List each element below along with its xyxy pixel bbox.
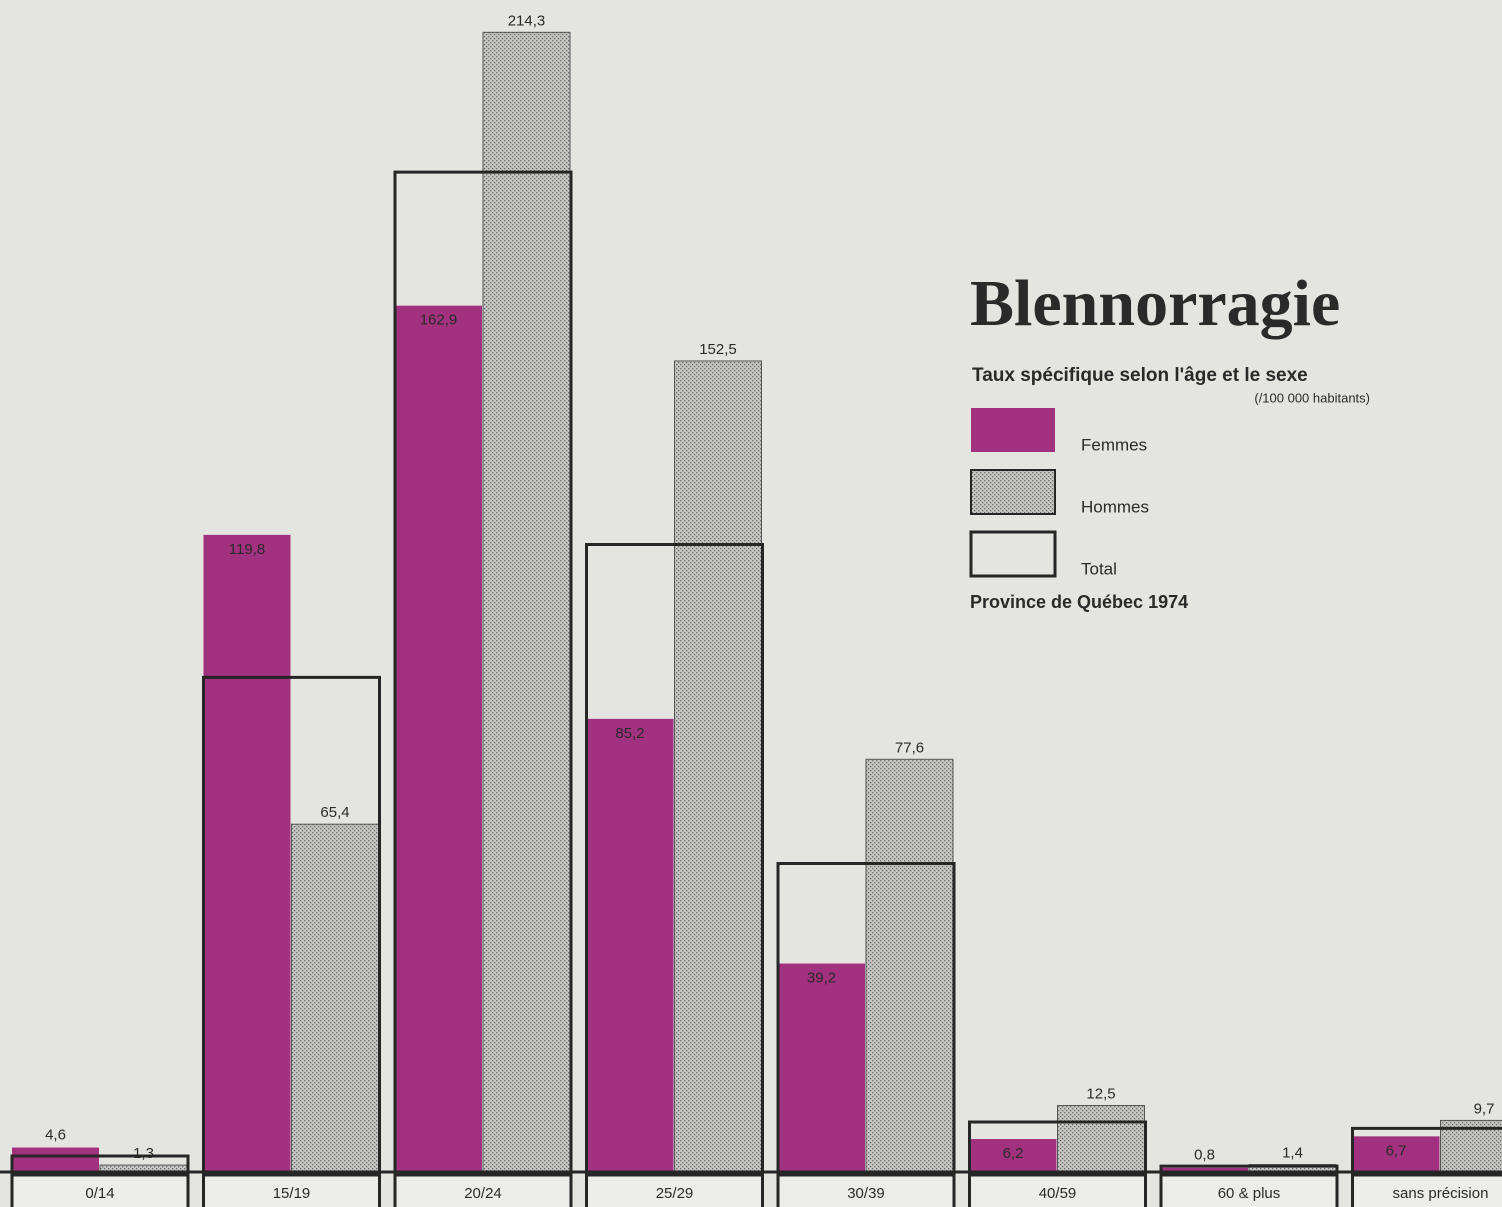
category-box [585,1173,764,1207]
legend-label: Femmes [1081,435,1147,454]
bar-hommes [482,31,571,1173]
bar-femmes [969,1139,1057,1172]
category-box [968,1173,1147,1207]
value-label: 77,6 [895,739,924,756]
x-tick-label: sans précision [1393,1185,1489,1202]
value-label: 4,6 [45,1127,66,1144]
value-label: 85,2 [615,725,644,742]
legend-label: Total [1081,559,1117,578]
bar-total [393,170,573,1172]
value-label: 6,7 [1386,1142,1407,1159]
bar-femmes [395,305,482,1172]
bar-total [776,862,956,1172]
bar-hommes [865,758,954,1173]
unit-note: (/100 000 habitants) [1254,390,1370,405]
x-tick-label: 40/59 [1039,1185,1077,1202]
value-label: 65,4 [320,804,349,821]
bar-total [202,675,381,1172]
subtitle: Taux spécifique selon l'âge et le sexe [972,365,1308,386]
x-tick-label: 0/14 [85,1185,114,1202]
legend-swatch [971,408,1055,452]
bar-hommes [1057,1105,1145,1173]
x-tick-label: 30/39 [847,1185,885,1202]
bar-femmes [1161,1167,1248,1172]
bar-total [585,542,764,1172]
category-box [776,1173,956,1207]
bar-total [10,1154,190,1172]
legend-label: Hommes [1081,497,1149,516]
value-label: 9,7 [1474,1100,1495,1117]
bar-total [1351,1126,1502,1172]
value-label: 119,8 [229,541,265,558]
legend-swatch [969,530,1057,578]
bar-femmes [586,718,674,1172]
legend-swatch [970,469,1056,515]
value-label: 0,8 [1194,1147,1215,1164]
x-tick-label: 20/24 [464,1185,502,1202]
value-label: 12,5 [1086,1085,1115,1102]
bar-femmes [12,1147,99,1172]
value-label: 1,3 [133,1145,154,1162]
bar-femmes [203,534,291,1172]
category-box [393,1173,573,1207]
bar-total [968,1120,1147,1172]
bar-femmes [1352,1136,1440,1172]
value-label: 162,9 [420,312,458,329]
x-tick-label: 15/19 [273,1185,311,1202]
category-box [10,1173,190,1207]
bar-hommes [291,823,379,1173]
category-box [1159,1173,1339,1207]
bar-hommes [674,360,762,1173]
value-label: 152,5 [699,341,737,358]
category-box [1351,1173,1502,1207]
x-tick-label: 60 & plus [1218,1185,1281,1202]
category-box [202,1173,381,1207]
bar-total [1159,1164,1339,1172]
value-label: 1,4 [1282,1145,1303,1162]
chart-title: Blennorragie [970,267,1340,340]
x-tick-label: 25/29 [656,1185,694,1202]
value-label: 6,2 [1003,1145,1024,1162]
value-label: 39,2 [807,969,836,986]
value-label: 214,3 [508,12,546,29]
bar-femmes [778,963,865,1172]
source: Province de Québec 1974 [970,592,1188,612]
